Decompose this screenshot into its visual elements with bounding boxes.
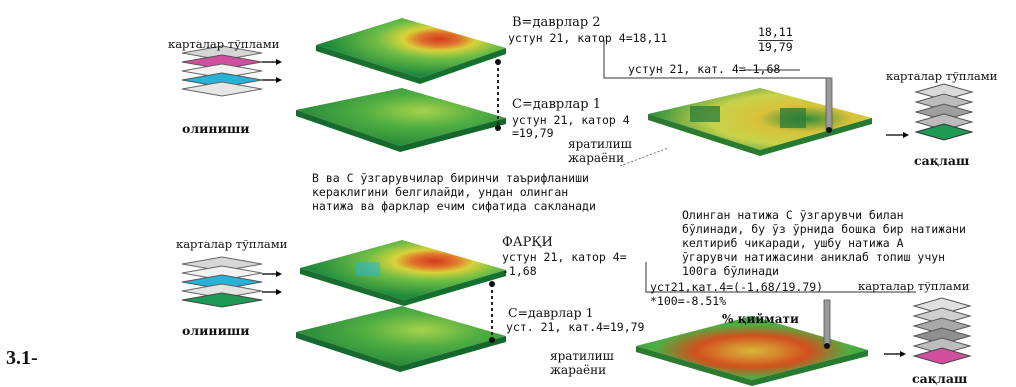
c-title-bottom: С=даврлар 1: [508, 305, 594, 320]
c-value-top-line2: =19,79: [512, 126, 554, 140]
middle-note-line1: В ва С ўзгарувчилар биринчи таърифланиши: [312, 171, 589, 185]
result-note-line3: келтириб чикаради, ушбу натижа А: [682, 236, 904, 250]
creation-top-line2: жараёни: [568, 151, 625, 165]
b-value: устун 21, катор 4=18,11: [508, 31, 668, 45]
middle-note-line2: кераклигини белгилайди, ундан олинган: [312, 185, 569, 199]
stack-label-top-right: карталар тўплами: [886, 69, 998, 83]
layer-stack-top-left: [181, 45, 282, 97]
result-note-line5: 100га бўлинади: [682, 264, 779, 278]
c-title-top: С=даврлар 1: [512, 97, 601, 112]
retrieve-label-top: олиниши: [182, 121, 250, 136]
connector-top: [603, 40, 830, 79]
result-note-line1: Олинган натижа С ўзгарувчи билан: [682, 208, 904, 222]
stack-label-bottom-left: карталар тўплами: [176, 237, 288, 251]
map-period-2: [316, 18, 506, 84]
formula-line2: *100=-8.51%: [650, 294, 727, 308]
creation-top-line1: яратилиш: [568, 137, 632, 151]
note-leader: [619, 147, 669, 167]
stack-label-top-left: карталар тўплами: [168, 37, 280, 51]
percent-label: % қиймати: [722, 312, 799, 326]
stack-label-bottom-right: карталар тўплами: [858, 279, 970, 293]
b-title: В=даврлар 2: [512, 15, 601, 30]
map-period-1-bottom: [296, 306, 506, 372]
diff-bottom-line1: устун 21, катор 4=: [502, 250, 627, 264]
creation-bottom-line1: яратилиш: [550, 349, 614, 363]
diff-value-top: устун 21, кат. 4=-1,68: [628, 62, 781, 76]
retrieve-label-bottom: олиниши: [182, 323, 250, 338]
result-probe-top: [825, 77, 833, 131]
figure-label: 3.1-: [6, 347, 38, 369]
layer-stack-bottom-left: [181, 256, 282, 308]
diff-title-bottom: ФАРҚИ: [502, 235, 553, 250]
map-difference: [648, 88, 872, 156]
result-note-line4: ўгарувчи натижасини аниклаб топиш учун: [682, 250, 946, 264]
connector-bottom: [645, 262, 916, 293]
calc-line1: 18,11: [758, 25, 793, 39]
result-probe-bottom: [823, 299, 831, 347]
c-value-bottom: уст. 21, кат.4=19,79: [506, 320, 645, 334]
map-difference-bottom: [300, 240, 506, 306]
result-note-line2: бўлинади, бу ўз ўрнида бошка бир натижан…: [682, 222, 966, 236]
map-percent: [636, 316, 868, 386]
formula-line1: уст21,кат.4=(-1,68/19.79): [650, 280, 824, 294]
layer-stack-bottom-right: [912, 297, 972, 365]
creation-bottom-line2: жараёни: [550, 363, 607, 377]
middle-note-line3: натижа ва фарклар ечим сифатида сакланад…: [312, 199, 596, 213]
save-label-bottom: сақлаш: [912, 371, 968, 386]
map-period-1: [296, 88, 506, 152]
c-value-top-line1: устун 21, катор 4: [512, 113, 630, 127]
diff-bottom-line2: -1,68: [502, 264, 537, 278]
layer-stack-top-right: [914, 83, 974, 141]
save-label-top: сақлаш: [914, 153, 970, 168]
calc-line2: 19,79: [758, 40, 793, 54]
